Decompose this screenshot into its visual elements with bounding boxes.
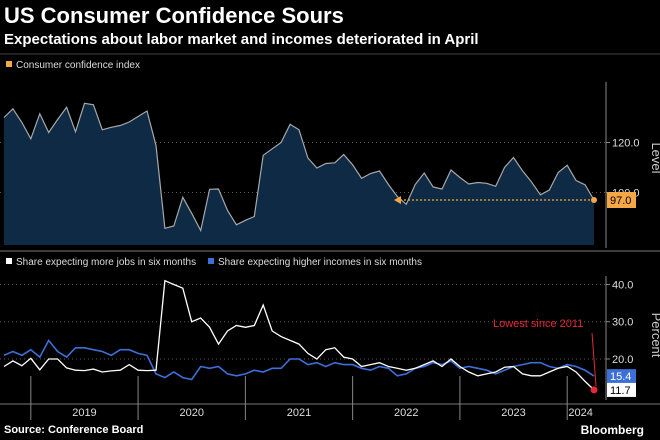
annotation-lowest: Lowest since 2011 bbox=[493, 318, 583, 330]
legend-swatch-incomes bbox=[208, 258, 214, 264]
legend-swatch-jobs bbox=[6, 258, 12, 264]
ytick-label-bottom-2: 40.0 bbox=[612, 279, 633, 291]
incomes-last-badge bbox=[607, 369, 636, 384]
jobs-last-label: 11.7 bbox=[610, 385, 631, 397]
legend-label-confidence: Consumer confidence index bbox=[16, 60, 140, 71]
xtick-label-2023: 2023 bbox=[501, 407, 525, 419]
confidence-area bbox=[4, 103, 594, 245]
confidence-last-point bbox=[591, 197, 597, 203]
annotation-leader bbox=[591, 332, 597, 386]
highlight-arrowhead bbox=[394, 196, 401, 204]
legend-label-incomes: Share expecting higher incomes in six mo… bbox=[218, 257, 422, 268]
ytick-label-bottom-1: 30.0 bbox=[612, 317, 633, 329]
y-axis-title-percent: Percent bbox=[649, 313, 660, 358]
confidence-last-label: 97.0 bbox=[610, 195, 631, 207]
xtick-label-2020: 2020 bbox=[179, 407, 203, 419]
source-note: Source: Conference Board bbox=[4, 424, 144, 436]
incomes-line bbox=[3, 338, 595, 381]
incomes-last-label: 15.4 bbox=[610, 371, 631, 383]
bloomberg-logo: Bloomberg bbox=[580, 423, 644, 437]
chart-subtitle: Expectations about labor market and inco… bbox=[4, 31, 479, 48]
legend-label-jobs: Share expecting more jobs in six months bbox=[16, 257, 196, 268]
legend-swatch-confidence bbox=[6, 61, 12, 67]
chart-title: US Consumer Confidence Sours bbox=[4, 3, 344, 28]
xtick-label-2024: 2024 bbox=[568, 407, 592, 419]
ytick-label-top-1: 120.0 bbox=[612, 138, 640, 150]
confidence-line bbox=[3, 102, 595, 233]
confidence-last-badge bbox=[607, 192, 636, 208]
y-axis-title-level: Level bbox=[649, 142, 660, 173]
xtick-label-2022: 2022 bbox=[394, 407, 418, 419]
xtick-label-2021: 2021 bbox=[287, 407, 311, 419]
jobs-last-badge bbox=[607, 382, 636, 397]
jobs-line bbox=[3, 279, 595, 391]
ytick-label-bottom-0: 20.0 bbox=[612, 354, 633, 366]
lowest-point-marker bbox=[590, 386, 598, 394]
xtick-label-2019: 2019 bbox=[72, 407, 96, 419]
